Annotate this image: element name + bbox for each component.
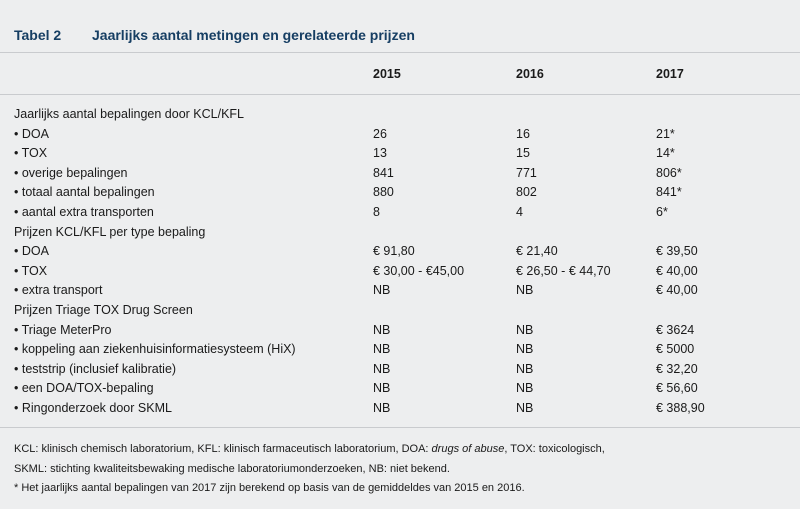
footnote-text: KCL: klinisch chemisch laboratorium, KFL… (14, 443, 432, 455)
table-bottom-rule (0, 427, 800, 428)
row-label: • DOA (14, 126, 49, 141)
cell-2016: NB (516, 401, 534, 415)
row-label: • teststrip (inclusief kalibratie) (14, 361, 177, 376)
footnote-2017-note: * Het jaarlijks aantal bepalingen van 20… (14, 482, 525, 494)
cell-2016: NB (516, 283, 534, 298)
cell-2017: 6* (656, 205, 668, 219)
cell-2015: 13 (373, 146, 387, 161)
row-label: • TOX (14, 146, 48, 161)
cell-2017: € 39,50 (656, 244, 698, 259)
table-row: • koppeling aan ziekenhuisinformatiesyst… (0, 342, 800, 362)
table-row: • overige bepalingen 841 771 806* (0, 166, 800, 186)
cell-2016: NB (516, 361, 534, 376)
row-label: • Ringonderzoek door SKML (14, 401, 172, 415)
table-row: Prijzen Triage TOX Drug Screen (0, 303, 800, 323)
cell-2015: 26 (373, 126, 387, 141)
cell-2015: NB (373, 361, 391, 376)
table-row: • totaal aantal bepalingen 880 802 841* (0, 185, 800, 205)
column-header-2015: 2015 (373, 67, 401, 81)
row-label: Prijzen KCL/KFL per type bepaling (14, 224, 206, 239)
table-row: • TOX 13 15 14* (0, 146, 800, 166)
cell-2016: € 21,40 (516, 244, 558, 259)
cell-2015: NB (373, 342, 391, 357)
cell-2016: € 26,50 - € 44,70 (516, 263, 611, 278)
row-label: • totaal aantal bepalingen (14, 185, 155, 200)
table-row: • DOA € 91,80 € 21,40 € 39,50 (0, 244, 800, 264)
row-label: • TOX (14, 263, 48, 278)
cell-2015: NB (373, 381, 391, 396)
cell-2015: NB (373, 322, 391, 337)
row-label: • extra transport (14, 283, 103, 298)
cell-2016: 771 (516, 165, 537, 180)
row-label: • koppeling aan ziekenhuisinformatiesyst… (14, 342, 296, 357)
cell-2017: 21* (656, 126, 675, 141)
row-label: • aantal extra transporten (14, 205, 154, 219)
cell-2015: NB (373, 283, 391, 298)
table-title: Tabel 2 Jaarlijks aantal metingen en gere… (14, 27, 415, 43)
cell-2017: € 5000 (656, 342, 695, 357)
cell-2015: NB (373, 401, 391, 415)
cell-2016: 802 (516, 185, 537, 200)
table-row: • TOX € 30,00 - €45,00 € 26,50 - € 44,70 € … (0, 264, 800, 284)
table-row: • aantal extra transporten 8 4 6* (0, 205, 800, 225)
cell-2017: € 40,00 (656, 283, 698, 298)
row-label: • overige bepalingen (14, 165, 128, 180)
table-row: • een DOA/TOX-bepaling NB NB € 56,60 (0, 381, 800, 401)
cell-2017: 841* (656, 185, 682, 200)
cell-2017: € 32,20 (656, 361, 698, 376)
cell-2017: € 388,90 (656, 401, 705, 415)
table-label: Tabel 2 (14, 27, 62, 43)
header-bottom-rule (0, 94, 800, 95)
cell-2015: € 91,80 (373, 244, 415, 259)
cell-2017: 806* (656, 165, 682, 180)
cell-2015: 841 (373, 165, 394, 180)
cell-2017: € 56,60 (656, 381, 698, 396)
row-label: • DOA (14, 244, 49, 259)
row-label: • Triage MeterPro (14, 322, 112, 337)
table-row: Prijzen KCL/KFL per type bepaling (0, 225, 800, 245)
table-row: Jaarlijks aantal bepalingen door KCL/KFL (0, 107, 800, 127)
column-header-2016: 2016 (516, 67, 544, 81)
table-row: • extra transport NB NB € 40,00 (0, 283, 800, 303)
row-label: Jaarlijks aantal bepalingen door KCL/KFL (14, 107, 244, 121)
cell-2015: 880 (373, 185, 394, 200)
cell-2016: NB (516, 381, 534, 396)
table-row: • Triage MeterPro NB NB € 3624 (0, 323, 800, 343)
cell-2017: € 40,00 (656, 263, 698, 278)
row-label: Prijzen Triage TOX Drug Screen (14, 303, 193, 317)
row-label: • een DOA/TOX-bepaling (14, 381, 154, 396)
cell-2016: 4 (516, 205, 523, 219)
cell-2016: 16 (516, 126, 530, 141)
footnote-skml: SKML: stichting kwaliteitsbewaking medis… (14, 463, 450, 475)
header-top-rule (0, 52, 800, 53)
table-caption: Jaarlijks aantal metingen en gerelateerd… (92, 27, 415, 43)
table-row: • DOA 26 16 21* (0, 127, 800, 147)
cell-2017: € 3624 (656, 322, 695, 337)
cell-2015: 8 (373, 205, 380, 219)
table-row: • Ringonderzoek door SKML NB NB € 388,90 (0, 401, 800, 421)
footnote-text: , TOX: toxicologisch, (504, 443, 605, 455)
cell-2016: NB (516, 342, 534, 357)
footnote-emphasis: drugs of abuse (431, 443, 505, 455)
cell-2016: NB (516, 322, 534, 337)
column-header-2017: 2017 (656, 67, 684, 81)
cell-2016: 15 (516, 146, 530, 161)
cell-2017: 14* (656, 146, 675, 161)
table-row: • teststrip (inclusief kalibratie) NB NB € … (0, 362, 800, 382)
cell-2015: € 30,00 - €45,00 (373, 263, 465, 278)
footnote-abbreviations: KCL: klinisch chemisch laboratorium, KFL… (14, 443, 605, 455)
